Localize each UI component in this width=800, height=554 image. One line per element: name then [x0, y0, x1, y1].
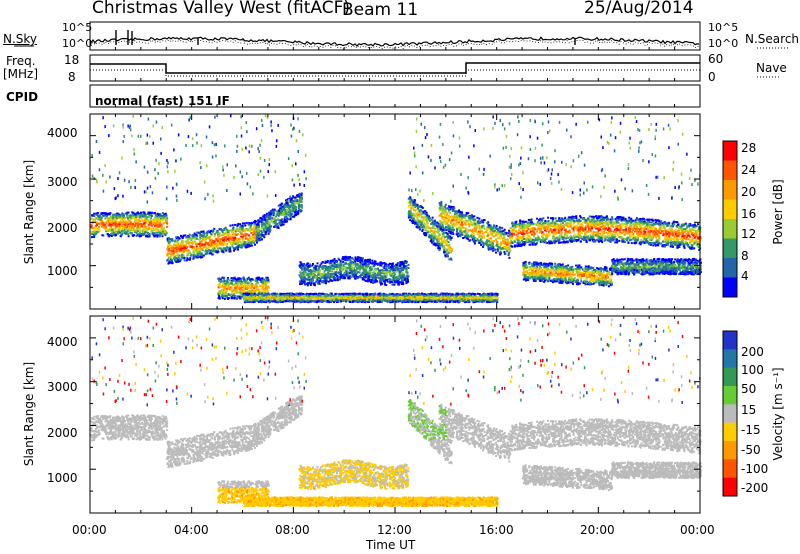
xtick-4: 16:00 — [479, 524, 514, 536]
power-cb-tick-4: 4 — [741, 270, 749, 282]
vel-cb-tick-m15: -15 — [741, 424, 761, 436]
power-cb-swatch — [723, 239, 737, 259]
p2-ytick-2000: 2000 — [47, 427, 78, 439]
power-cb-swatch — [723, 200, 737, 220]
noise-traces — [91, 30, 699, 49]
vel-cb-tick-200: 200 — [741, 346, 764, 358]
p1-ytick-2000: 2000 — [47, 222, 78, 234]
velocity-cb-swatch — [723, 459, 737, 478]
freq-panel-frame — [90, 55, 700, 81]
p1-ytick-1000: 1000 — [47, 265, 78, 277]
velocity-cb-swatch — [723, 478, 737, 497]
power-heatmap-data — [90, 114, 702, 303]
velocity-cb-swatch — [723, 349, 737, 368]
power-cb-swatch — [723, 180, 737, 200]
xtick-2: 08:00 — [275, 524, 310, 536]
xtick-6: 00:00 — [680, 524, 715, 536]
x-axis-label: Time UT — [366, 539, 415, 551]
p1-ytick-3000: 3000 — [47, 176, 78, 188]
xtick-5: 20:00 — [580, 524, 615, 536]
power-cb-tick-28: 28 — [741, 142, 756, 154]
xtick-3: 12:00 — [377, 524, 412, 536]
power-cb-tick-12: 12 — [741, 228, 756, 240]
velocity-heatmap-data — [90, 316, 702, 507]
velocity-cb-swatch — [723, 368, 737, 387]
power-cb-label: Power [dB] — [772, 167, 784, 257]
vel-cb-tick-15: 15 — [741, 404, 756, 416]
power-colorbar — [723, 141, 737, 298]
p2-ytick-1000: 1000 — [47, 472, 78, 484]
p2-ytick-4000: 4000 — [47, 336, 78, 348]
velocity-cb-swatch — [723, 331, 737, 350]
vel-cb-tick-m50: -50 — [741, 444, 761, 456]
power-cb-swatch — [723, 141, 737, 161]
vel-cb-tick-m100: -100 — [741, 463, 768, 475]
velocity-cb-swatch — [723, 423, 737, 442]
p1-ytick-4000: 4000 — [47, 127, 78, 139]
power-cb-tick-20: 20 — [741, 186, 756, 198]
power-cb-swatch — [723, 278, 737, 298]
xtick-0: 00:00 — [72, 524, 107, 536]
velocity-cb-swatch — [723, 441, 737, 460]
freq-trace — [90, 63, 700, 73]
velocity-colorbar — [723, 331, 737, 497]
noise-panel-frame — [90, 22, 700, 50]
p2-ylabel: Slant Range [km] — [23, 359, 35, 469]
xtick-1: 04:00 — [174, 524, 209, 536]
p2-ytick-3000: 3000 — [47, 381, 78, 393]
cpid-panel-frame — [90, 85, 700, 107]
vel-cb-tick-50: 50 — [741, 383, 756, 395]
power-cb-swatch — [723, 161, 737, 181]
power-cb-swatch — [723, 258, 737, 278]
velocity-cb-label: Velocity [m s⁻¹] — [772, 359, 784, 469]
vel-cb-tick-m200: -200 — [741, 482, 768, 494]
power-cb-tick-16: 16 — [741, 208, 756, 220]
velocity-cb-swatch — [723, 404, 737, 423]
power-cb-tick-8: 8 — [741, 250, 749, 262]
power-cb-swatch — [723, 219, 737, 239]
velocity-cb-swatch — [723, 386, 737, 405]
power-cb-tick-24: 24 — [741, 164, 756, 176]
vel-cb-tick-100: 100 — [741, 364, 764, 376]
p1-ylabel: Slant Range [km] — [23, 157, 35, 267]
